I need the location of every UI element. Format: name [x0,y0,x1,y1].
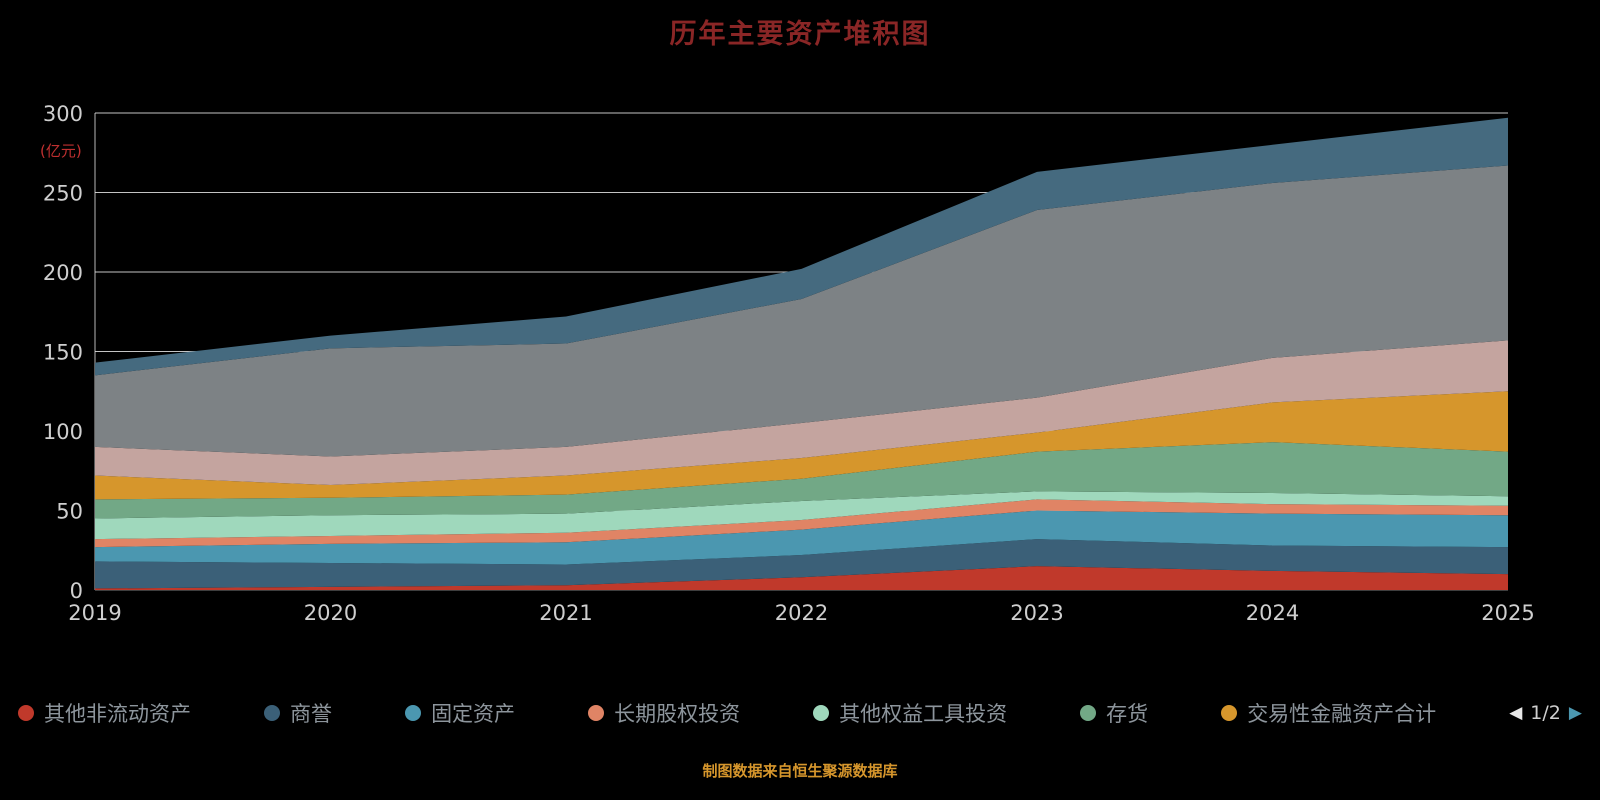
x-tick-label-2019: 2019 [68,601,121,625]
series-area-2 [95,539,1508,589]
y-tick-label-200: 200 [43,261,83,285]
legend-item-label: 其他非流动资产 [44,702,191,726]
y-tick-label-150: 150 [43,341,83,365]
legend-item[interactable]: 长期股权投资 [588,698,740,728]
y-tick-label-100: 100 [43,420,83,444]
legend-item-label: 其他权益工具投资 [839,702,1008,726]
legend-marker-icon [1080,705,1097,721]
chart-title: 历年主要资产堆积图 [669,19,931,50]
legend-item[interactable]: 交易性金融资产合计 [1221,698,1436,728]
series-area-3 [95,510,1508,565]
x-tick-label-2024: 2024 [1246,601,1299,625]
legend-item-label: 存货 [1106,702,1149,726]
series-area-9 [95,165,1508,457]
legend-marker-icon [588,705,605,721]
y-axis-unit-label: (亿元) [40,142,82,160]
legend-item[interactable]: 商誉 [264,698,332,728]
series-area-10 [95,117,1508,376]
legend-item-label: 交易性金融资产合计 [1247,702,1437,726]
y-tick-label-0: 0 [70,579,83,603]
legend-prev-arrow[interactable]: ◀ [1509,702,1523,723]
y-tick-label-250: 250 [43,182,83,206]
data-source-caption: 制图数据来自恒生聚源数据库 [702,762,898,780]
legend-marker-icon [1221,705,1238,721]
series-area-1 [95,566,1508,590]
legend-item-label: 商誉 [290,702,333,726]
legend-item[interactable]: 其他非流动资产 [18,698,191,728]
legend-marker-icon [405,705,422,721]
legend: 其他非流动资产 商誉 固定资产 长期股权投资 其他权益工具投资 存货 交易性金融资产合计 ◀… [18,698,1582,728]
x-tick-label-2025: 2025 [1481,601,1534,625]
legend-next-arrow[interactable]: ▶ [1568,702,1582,723]
series-area-4 [95,499,1508,548]
legend-page-indicator: 1/2 [1530,702,1561,724]
y-tick-label-300: 300 [43,102,83,126]
stacked-area-chart: 0 50 100 150 200 250 300 2019 2020 2021 2022 2023 20… [43,102,1535,625]
legend-item[interactable]: 存货 [1080,698,1148,728]
legend-item[interactable]: 其他权益工具投资 [813,698,1007,728]
legend-marker-icon [18,705,34,721]
legend-pager: ◀ 1/2 ▶ [1509,702,1582,724]
x-tick-label-2020: 2020 [304,601,357,625]
series-area-8 [95,340,1508,486]
legend-item-label: 固定资产 [431,702,516,726]
legend-item[interactable]: 固定资产 [405,698,515,728]
x-tick-label-2021: 2021 [539,601,592,625]
y-tick-label-50: 50 [56,500,83,524]
series-area-6 [95,442,1508,519]
legend-item-label: 长期股权投资 [614,702,741,726]
x-tick-label-2023: 2023 [1010,601,1063,625]
series-area-7 [95,391,1508,500]
x-tick-label-2022: 2022 [775,601,828,625]
legend-marker-icon [813,705,830,721]
legend-marker-icon [264,705,281,721]
series-area-5 [95,491,1508,540]
